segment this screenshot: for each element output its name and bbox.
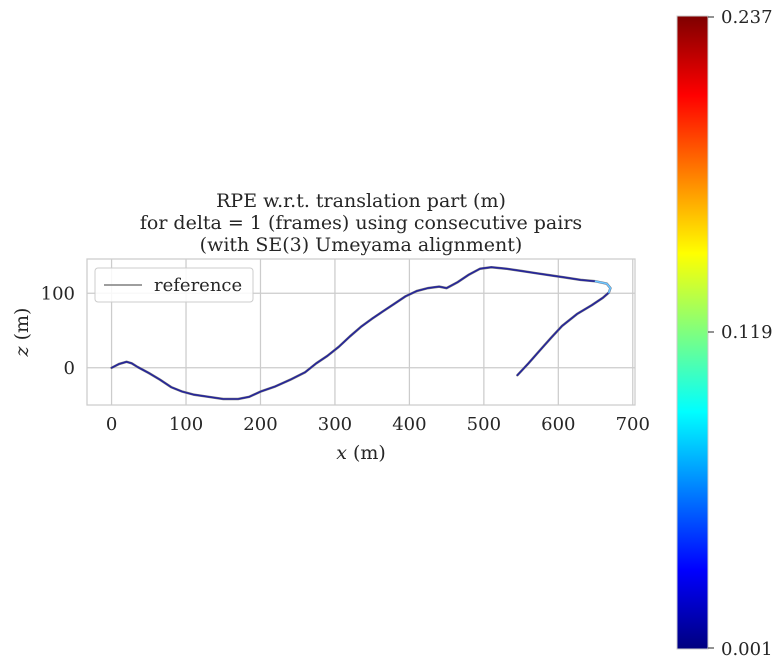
x-axis-label-unit: (m) [347, 442, 386, 464]
y-tick-label: 100 [41, 283, 75, 304]
x-tick-label: 700 [616, 414, 650, 435]
x-tick-label: 100 [169, 414, 203, 435]
y-axis-label: z (m) [11, 308, 33, 358]
rpe-error-highlight-segment [594, 280, 612, 294]
plot-frame [86, 258, 636, 406]
x-axis-label-var: x [336, 442, 347, 464]
x-axis-label: x (m) [336, 442, 386, 464]
chart-title-line-2: for delta = 1 (frames) using consecutive… [140, 212, 582, 234]
x-tick-label: 300 [318, 414, 352, 435]
colorbar-label-max: 0.237 [721, 7, 773, 28]
plot-area [86, 258, 636, 406]
colorbar-gradient [676, 15, 709, 650]
x-tick-label: 400 [392, 414, 426, 435]
chart-title: RPE w.r.t. translation part (m) for delt… [140, 190, 582, 256]
x-axis-ticks: 0 100 200 300 400 500 600 700 [106, 414, 650, 435]
legend: reference [94, 267, 254, 303]
x-tick-label: 500 [467, 414, 501, 435]
x-tick-label: 200 [243, 414, 277, 435]
y-axis-label-var: z [11, 345, 33, 357]
colorbar-label-mid: 0.119 [721, 322, 773, 343]
colorbar: 0.237 0.119 0.001 [676, 7, 773, 660]
chart-title-line-1: RPE w.r.t. translation part (m) [216, 190, 506, 212]
chart-title-line-3: (with SE(3) Umeyama alignment) [200, 234, 523, 256]
colorbar-label-min: 0.001 [721, 639, 773, 660]
trajectory-layer [110, 265, 612, 401]
y-axis-ticks: 0 100 [41, 283, 75, 378]
y-axis-label-unit: (m) [11, 308, 33, 347]
legend-box [94, 267, 254, 303]
y-tick-label: 0 [64, 358, 75, 379]
legend-label-reference: reference [154, 275, 242, 296]
x-tick-label: 0 [106, 414, 117, 435]
x-tick-label: 600 [541, 414, 575, 435]
